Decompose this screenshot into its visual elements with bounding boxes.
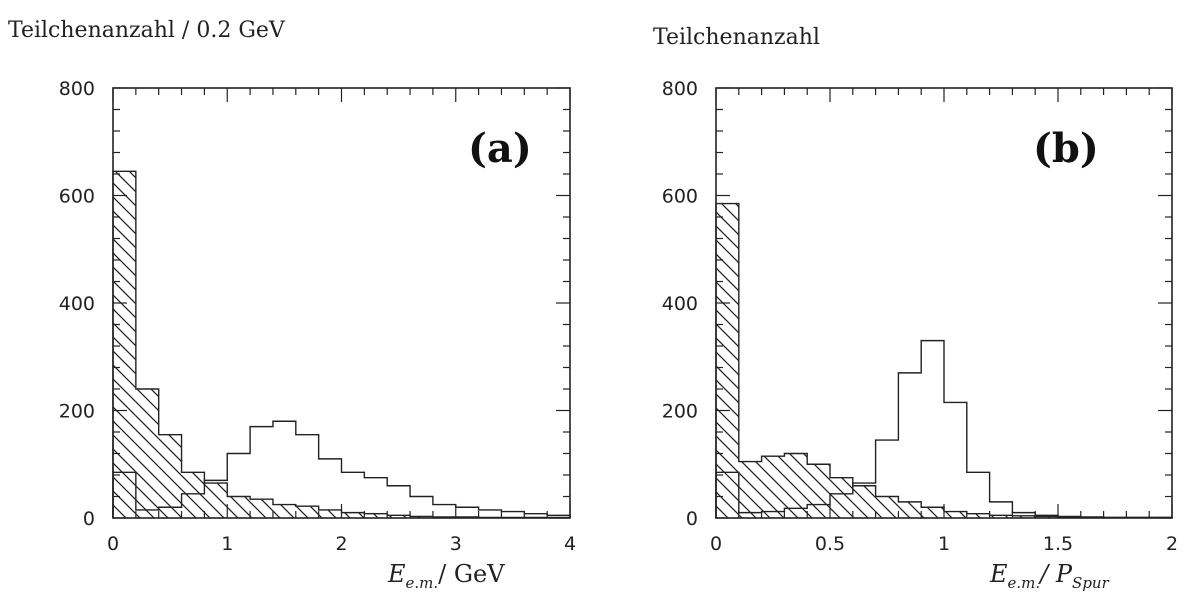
panel-label: (b) [1033,125,1099,172]
x-tick-label: 0 [710,533,722,555]
hatched-bar [135,389,159,518]
hatched-bar [181,472,205,518]
hatched-bar [341,512,365,518]
y-tick-label: 400 [59,293,95,315]
hatched-bar [158,434,182,518]
hatched-bar [410,516,433,518]
hatched-bar [852,485,876,518]
y-axis-title: Teilchenanzahl [653,25,820,50]
x-tick-label: 0 [107,533,119,555]
hatched-bar [989,515,1013,518]
x-axis-title: Ee.m./ PSpur [989,560,1110,592]
hatched-bar [1012,515,1036,518]
hatched-bar [387,515,411,518]
hatched-bar [966,513,990,518]
hatched-bar [921,507,944,518]
x-tick-label: 3 [450,533,462,555]
hatched-bar [272,504,296,518]
y-tick-label: 800 [59,78,95,100]
x-tick-label: 2 [1166,533,1178,555]
y-tick-label: 0 [83,508,95,530]
hatched-bar [716,203,739,518]
hatched-bar [738,461,762,518]
chart-panel-a: Teilchenanzahl / 0.2 GeV 0 1 2 3 4 0 200 400 600 8… [8,18,576,592]
y-tick-label: 200 [662,401,698,423]
chart-panel-b: Teilchenanzahl 0 0.5 1 1.5 2 0 200 400 600 800 (b) E… [653,25,1178,592]
x-tick-label: 1.5 [1043,533,1073,555]
y-tick-label: 0 [686,508,698,530]
x-tick-label: 1 [221,533,233,555]
panel-label: (a) [468,125,532,172]
x-tick-label: 4 [564,533,576,555]
y-tick-label: 800 [662,78,698,100]
x-axis-title: Ee.m./ GeV [387,560,505,592]
y-axis-title: Teilchenanzahl / 0.2 GeV [8,18,286,43]
x-tick-label: 2 [335,533,347,555]
x-tick-label: 1 [938,533,950,555]
y-tick-label: 400 [662,293,698,315]
hatched-bar [318,509,342,518]
series-open-line [112,420,571,518]
hatched-bar [898,501,922,518]
x-tick-label: 0.5 [815,533,845,555]
hatched-bar [807,464,830,518]
hatched-bar [204,483,228,518]
hatched-bar [784,453,808,518]
hatched-bar [944,511,967,518]
hatched-bar [113,171,136,518]
hatched-bar [250,499,273,518]
y-tick-label: 200 [59,401,95,423]
y-tick-label: 600 [59,186,95,208]
hatched-bar [227,496,251,518]
hatched-bar [364,513,388,518]
y-tick-label: 600 [662,186,698,208]
hatched-bar [1035,516,1058,518]
hatched-bar [295,506,319,518]
hatched-bar [761,456,785,518]
hatched-outline [112,170,571,519]
hatched-bar [830,477,853,518]
hatched-bar [875,496,899,518]
series-hatched [113,171,570,518]
